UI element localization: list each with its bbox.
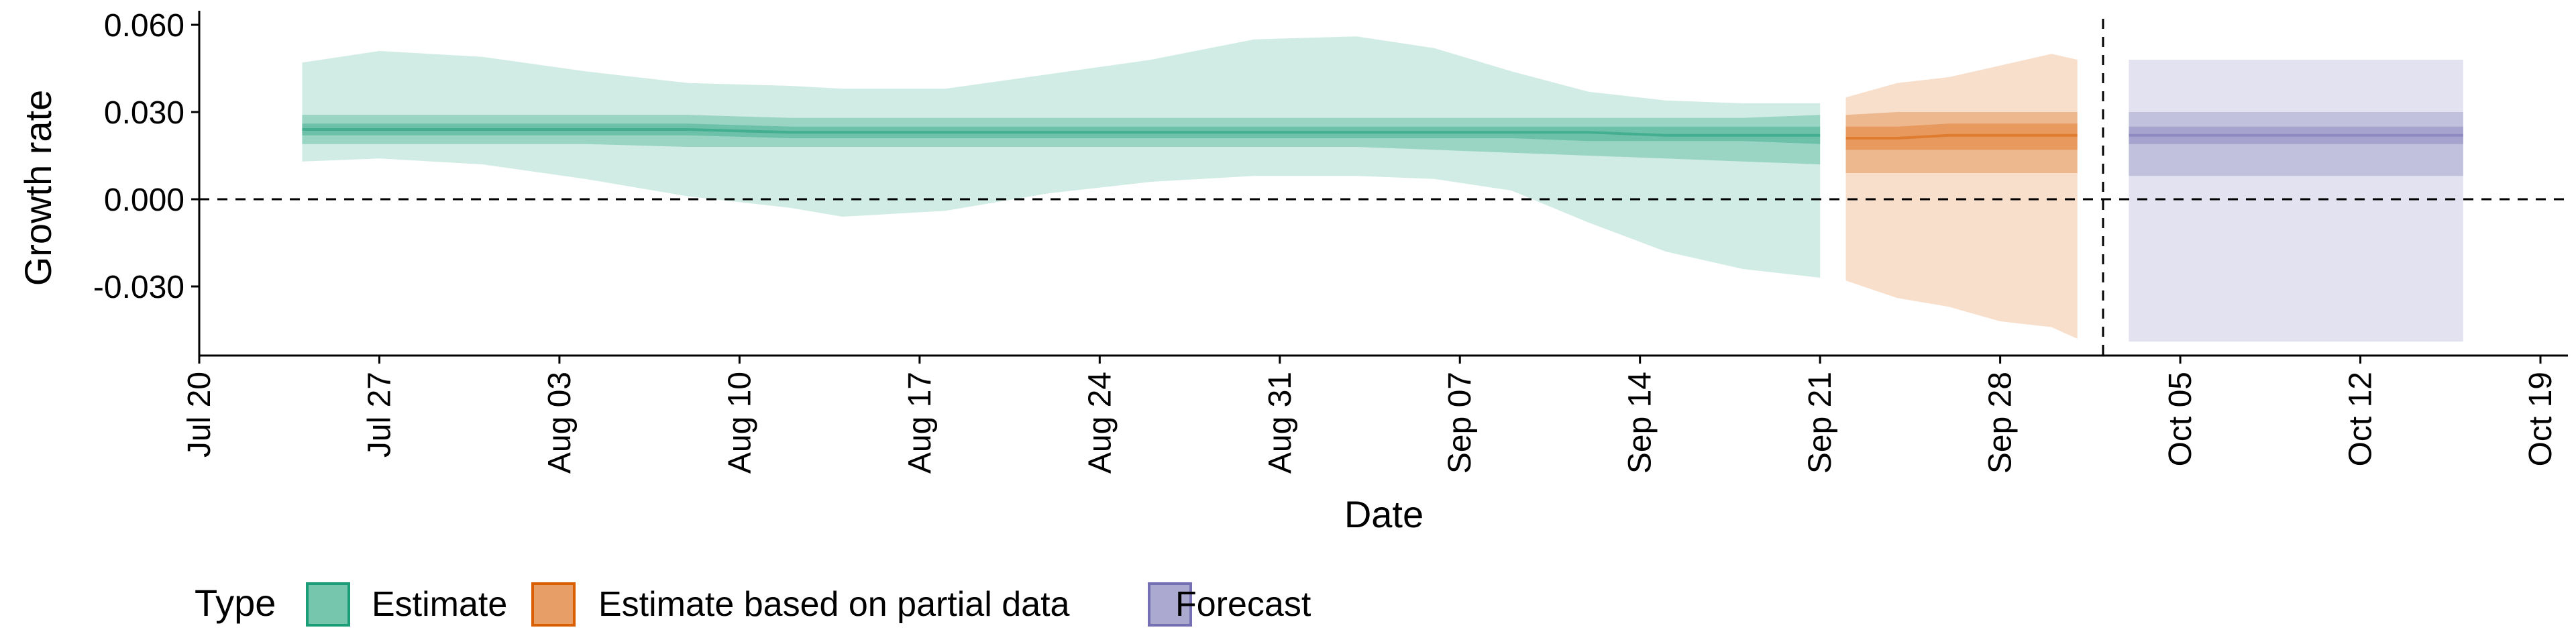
estimate-based-on-partial-data-band-50 — [1845, 112, 2078, 173]
x-tick-label: Oct 05 — [2163, 372, 2198, 466]
x-tick-label: Aug 17 — [902, 372, 938, 474]
x-tick-label: Jul 20 — [182, 372, 217, 458]
x-tick-label: Oct 19 — [2523, 372, 2559, 466]
estimate-band-50 — [302, 115, 1821, 164]
forecast-band-90 — [2129, 60, 2463, 342]
x-tick-label: Sep 28 — [1983, 372, 2019, 474]
legend-label-estimate: Estimate — [372, 585, 507, 624]
x-tick-label: Aug 31 — [1263, 372, 1298, 474]
legend-key-estimate-based-on-partial-data — [531, 582, 576, 627]
legend-label-forecast: Forecast — [1175, 585, 1311, 624]
reference-lines — [199, 19, 2568, 356]
estimate-based-on-partial-data-band-90 — [1845, 54, 2078, 339]
y-tick-label: 0.060 — [104, 8, 184, 44]
estimate-based-on-partial-data-median-line — [1845, 133, 2078, 140]
x-tick-label: Sep 21 — [1803, 372, 1838, 474]
x-tick-label: Aug 24 — [1082, 372, 1118, 474]
legend-label-estimate-based-on-partial-data: Estimate based on partial data — [598, 585, 1070, 624]
estimate-based-on-partial-data-band-20 — [1845, 123, 2078, 150]
forecast-band-50 — [2129, 112, 2463, 176]
x-tick-label: Sep 07 — [1442, 372, 1478, 474]
y-tick-label: 0.030 — [104, 95, 184, 131]
legend-title: Type — [195, 582, 276, 624]
axes: 0.060 0.030 0.000 -0.030 Jul 20 Jul 27 Aug 03 A… — [17, 8, 2568, 535]
x-tick-label: Oct 12 — [2343, 372, 2379, 466]
x-tick-label: Jul 27 — [362, 372, 398, 458]
x-tick-label: Aug 03 — [542, 372, 578, 474]
x-tick-label: Aug 10 — [722, 372, 757, 474]
legend: Type Estimate Estimate based on partial da… — [195, 582, 1311, 627]
estimate-median-line — [302, 128, 1821, 137]
y-tick-label: 0.000 — [104, 182, 184, 218]
x-axis-title: Date — [1344, 493, 1424, 535]
legend-key-forecast — [1148, 582, 1192, 627]
x-tick-label: Sep 14 — [1623, 372, 1658, 474]
legend-key-estimate — [306, 582, 350, 627]
estimate-band-90 — [302, 36, 1821, 278]
series-bands — [302, 36, 2463, 342]
y-axis-title: Growth rate — [17, 90, 59, 286]
y-tick-label: -0.030 — [93, 270, 184, 305]
